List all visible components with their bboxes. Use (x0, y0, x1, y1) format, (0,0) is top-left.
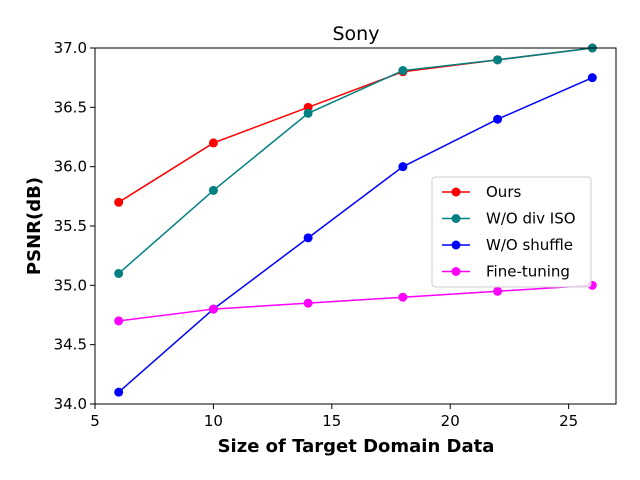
x-tick-label: 5 (90, 412, 100, 430)
data-point-ours (208, 138, 218, 148)
x-axis-label: Size of Target Domain Data (218, 436, 495, 457)
x-tick-label: 20 (441, 412, 460, 430)
legend-label-w-o-div-iso: W/O div ISO (486, 210, 576, 228)
data-point-w-o-div-iso (398, 66, 408, 76)
legend-label-w-o-shuffle: W/O shuffle (486, 236, 573, 254)
y-tick-label: 36.5 (54, 98, 87, 116)
data-point-ours (114, 197, 124, 207)
data-point-w-o-shuffle (303, 233, 313, 243)
legend-marker-ours (451, 187, 461, 197)
y-tick-label: 37.0 (54, 39, 87, 57)
legend-marker-w-o-div-iso (451, 214, 461, 223)
legend-marker-fine-tuning (451, 267, 461, 276)
y-tick-label: 34.5 (54, 336, 87, 354)
legend-marker-w-o-shuffle (451, 240, 461, 250)
plot-markers (114, 43, 597, 397)
data-point-w-o-div-iso (114, 268, 124, 278)
data-point-w-o-div-iso (208, 185, 218, 195)
x-tick-label: 25 (559, 412, 578, 430)
x-tick-label: 15 (322, 412, 341, 430)
data-point-w-o-shuffle (493, 114, 503, 124)
series-line-w-o-shuffle (118, 76, 593, 393)
data-point-fine-tuning (208, 304, 218, 314)
data-point-fine-tuning (493, 286, 503, 296)
y-axis-ticks: 34.0 34.5 35.0 35.5 36.0 36.5 37.0 (54, 39, 95, 413)
data-point-w-o-shuffle (398, 162, 408, 172)
legend-label-ours: Ours (486, 183, 521, 201)
y-tick-label: 36.0 (54, 158, 87, 176)
y-tick-label: 34.0 (54, 395, 87, 413)
y-tick-label: 35.5 (54, 217, 87, 235)
y-tick-label: 35.0 (54, 276, 87, 294)
data-point-fine-tuning (114, 316, 124, 326)
data-point-fine-tuning (398, 292, 408, 302)
data-point-w-o-shuffle (114, 387, 124, 397)
plot-lines (118, 47, 593, 393)
x-axis-ticks: 5 10 15 20 25 (90, 404, 578, 430)
data-point-w-o-div-iso (493, 55, 503, 65)
y-axis-label: PSNR(dB) (24, 177, 45, 275)
legend-label-fine-tuning: Fine-tuning (486, 263, 570, 281)
data-point-w-o-shuffle (587, 73, 597, 83)
series-line-fine-tuning (118, 284, 593, 322)
series-line-w-o-div-iso (118, 47, 593, 275)
legend: Ours W/O div ISO W/O shuffle Fine-tuning (431, 176, 592, 288)
data-point-fine-tuning (303, 298, 313, 308)
x-tick-label: 10 (204, 412, 223, 430)
data-point-w-o-div-iso (303, 108, 313, 118)
chart-title: Sony (333, 23, 380, 45)
legend-box (431, 176, 592, 288)
